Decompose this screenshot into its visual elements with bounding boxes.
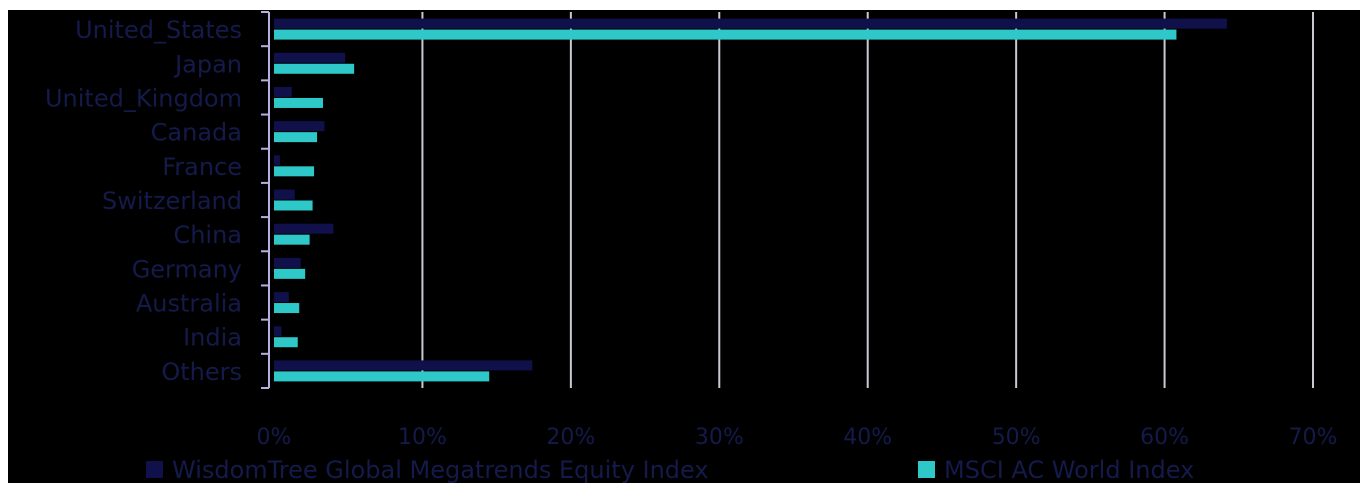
bar-series-1 xyxy=(274,223,334,234)
category-label: Canada xyxy=(151,119,242,147)
bar-series-1 xyxy=(274,292,289,303)
legend-swatch-series-1 xyxy=(146,461,163,478)
bar-series-1 xyxy=(274,155,280,166)
category-label: Japan xyxy=(173,50,242,78)
legend-label-series-1: WisdomTree Global Megatrends Equity Inde… xyxy=(172,456,709,483)
bar-series-2 xyxy=(274,63,355,74)
legend-swatch-series-2 xyxy=(918,461,935,478)
category-label: United_Kingdom xyxy=(45,84,242,112)
legend: WisdomTree Global Megatrends Equity Inde… xyxy=(146,456,1194,483)
gridlines xyxy=(421,12,1314,388)
bar-series-2 xyxy=(274,132,318,143)
bar-series-1 xyxy=(274,257,301,268)
bar-series-2 xyxy=(274,97,323,108)
bar-series-1 xyxy=(274,189,295,200)
category-label: India xyxy=(183,324,242,352)
x-tick-label: 30% xyxy=(695,425,744,450)
category-labels: United_States Japan United_Kingdom Canada Fr… xyxy=(45,16,242,386)
bar-series-2 xyxy=(274,303,300,314)
x-tick-label: 10% xyxy=(398,425,447,450)
bar-series-1 xyxy=(274,326,282,337)
bar-series-2 xyxy=(274,371,490,382)
bar-series-1 xyxy=(274,86,292,97)
bar-series-2 xyxy=(274,268,306,279)
bar-series-1 xyxy=(274,18,1227,29)
category-label: Others xyxy=(161,358,242,386)
category-label: Germany xyxy=(132,255,242,283)
bar-series-1 xyxy=(274,360,533,371)
chart-background xyxy=(8,10,1360,483)
bars xyxy=(274,18,1227,382)
bar-series-2 xyxy=(274,234,310,245)
x-tick-labels: 0% 10% 20% 30% 40% 50% 60% 70% xyxy=(257,425,1338,450)
x-tick-label: 40% xyxy=(843,425,892,450)
category-label: China xyxy=(173,221,242,249)
bar-series-2 xyxy=(274,200,313,211)
bar-series-2 xyxy=(274,29,1177,40)
x-tick-label: 70% xyxy=(1289,425,1338,450)
y-axis xyxy=(261,11,270,389)
x-tick-label: 0% xyxy=(257,425,292,450)
bar-series-1 xyxy=(274,52,346,63)
category-label: Australia xyxy=(136,290,242,318)
x-tick-label: 60% xyxy=(1140,425,1189,450)
category-label: Switzerland xyxy=(102,187,242,215)
category-label: France xyxy=(162,153,242,181)
bar-series-2 xyxy=(274,166,315,177)
x-tick-label: 50% xyxy=(992,425,1041,450)
bar-series-2 xyxy=(274,337,298,348)
bar-series-1 xyxy=(274,121,325,132)
category-label: United_States xyxy=(75,16,242,44)
legend-label-series-2: MSCI AC World Index xyxy=(944,456,1194,483)
x-tick-label: 20% xyxy=(546,425,595,450)
